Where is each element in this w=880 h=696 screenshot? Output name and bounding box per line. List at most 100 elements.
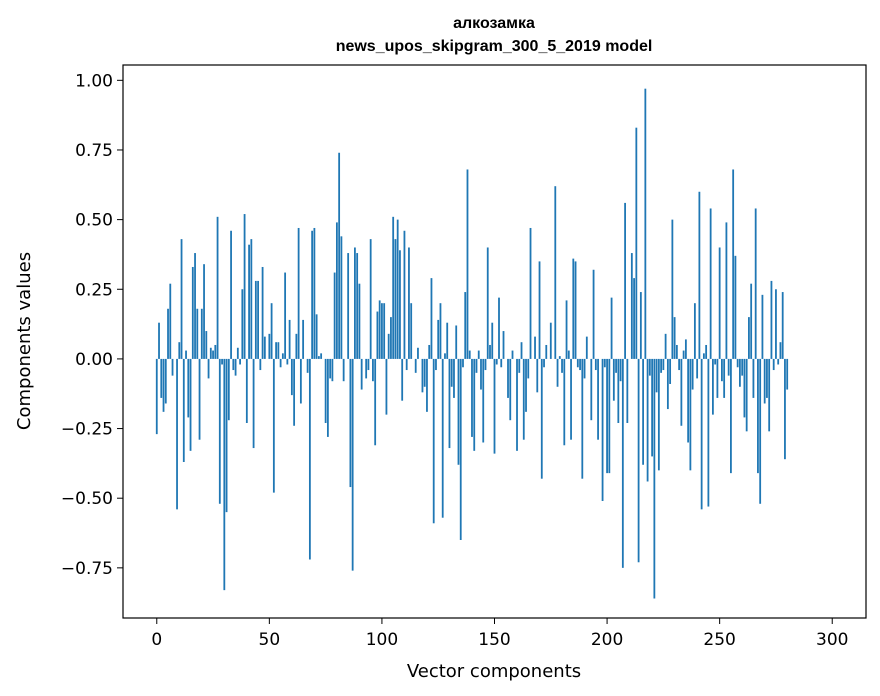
bar	[725, 222, 728, 359]
bar	[432, 358, 435, 524]
bar	[212, 350, 214, 359]
bar	[399, 250, 401, 359]
bar	[223, 358, 226, 591]
x-tick-label: 150	[478, 630, 510, 650]
bar	[522, 358, 525, 440]
bar	[644, 88, 647, 359]
bar	[543, 358, 545, 368]
bar	[383, 303, 386, 359]
bar	[574, 261, 577, 359]
bar	[619, 358, 622, 382]
bar	[477, 350, 480, 359]
bar	[365, 358, 368, 379]
bar	[653, 358, 656, 599]
bar	[779, 342, 782, 359]
bar	[741, 358, 744, 376]
bar	[214, 344, 217, 359]
bar	[239, 358, 241, 365]
bar	[642, 358, 644, 465]
bar	[761, 294, 764, 359]
bar	[633, 278, 635, 359]
bar	[489, 344, 491, 359]
bar	[768, 358, 771, 432]
bar	[299, 358, 302, 404]
bar	[707, 358, 710, 507]
bar	[218, 358, 221, 504]
bar	[245, 358, 248, 423]
bar	[752, 358, 755, 398]
bar	[185, 350, 187, 359]
bar	[313, 227, 316, 359]
bar	[739, 358, 741, 387]
bar	[335, 222, 338, 359]
bar	[709, 208, 712, 359]
bar	[268, 333, 271, 359]
bar	[482, 358, 485, 443]
bar	[435, 358, 437, 371]
bar	[583, 358, 586, 379]
bar	[338, 152, 341, 359]
bar	[340, 236, 343, 359]
bar	[209, 347, 212, 359]
bar	[203, 264, 205, 359]
chart-subtitle: news_upos_skipgram_300_5_2019 model	[336, 38, 653, 55]
bar	[648, 358, 651, 376]
bar	[682, 350, 685, 359]
bar	[493, 358, 496, 454]
bar	[680, 358, 683, 426]
bar	[511, 350, 514, 359]
bar	[475, 358, 478, 373]
bar	[714, 358, 717, 365]
bar	[358, 283, 361, 359]
bar	[576, 358, 579, 368]
bar	[254, 280, 257, 359]
bar	[272, 358, 275, 493]
bars-group	[155, 88, 789, 599]
bar	[567, 350, 570, 359]
bar	[745, 358, 748, 432]
bar	[158, 322, 160, 359]
bar	[437, 319, 440, 359]
bar	[662, 358, 665, 371]
bar	[288, 319, 291, 359]
bar	[198, 358, 201, 440]
bar	[491, 322, 494, 359]
bar	[410, 303, 413, 359]
bar	[763, 358, 766, 404]
bar	[378, 300, 381, 359]
bar	[286, 358, 289, 365]
bar	[558, 356, 561, 359]
bar	[169, 283, 172, 359]
bar	[646, 358, 649, 482]
y-axis-label: Components values	[14, 252, 35, 430]
bar	[784, 358, 786, 460]
bar	[666, 358, 669, 410]
bar	[486, 247, 489, 359]
bar	[311, 230, 314, 359]
bar	[306, 358, 309, 373]
bar	[637, 358, 640, 563]
bar	[540, 358, 543, 479]
bar	[721, 358, 723, 382]
bar	[385, 358, 388, 415]
bar	[423, 358, 426, 387]
bar	[549, 322, 552, 359]
bar	[462, 358, 464, 368]
bar	[630, 253, 633, 359]
bar	[234, 358, 237, 376]
bar	[468, 350, 471, 359]
bar	[392, 216, 395, 359]
bar	[736, 358, 739, 368]
bar	[381, 303, 383, 359]
bar	[603, 358, 606, 368]
bar	[657, 358, 660, 471]
bar	[408, 247, 410, 359]
bar	[180, 239, 183, 359]
bar	[579, 358, 581, 371]
bar	[164, 358, 167, 404]
bar	[655, 358, 658, 393]
bar	[748, 317, 750, 359]
bar	[277, 342, 280, 359]
bar	[500, 358, 503, 368]
x-axis: 0 50 100 150 200 250 300	[151, 618, 848, 650]
